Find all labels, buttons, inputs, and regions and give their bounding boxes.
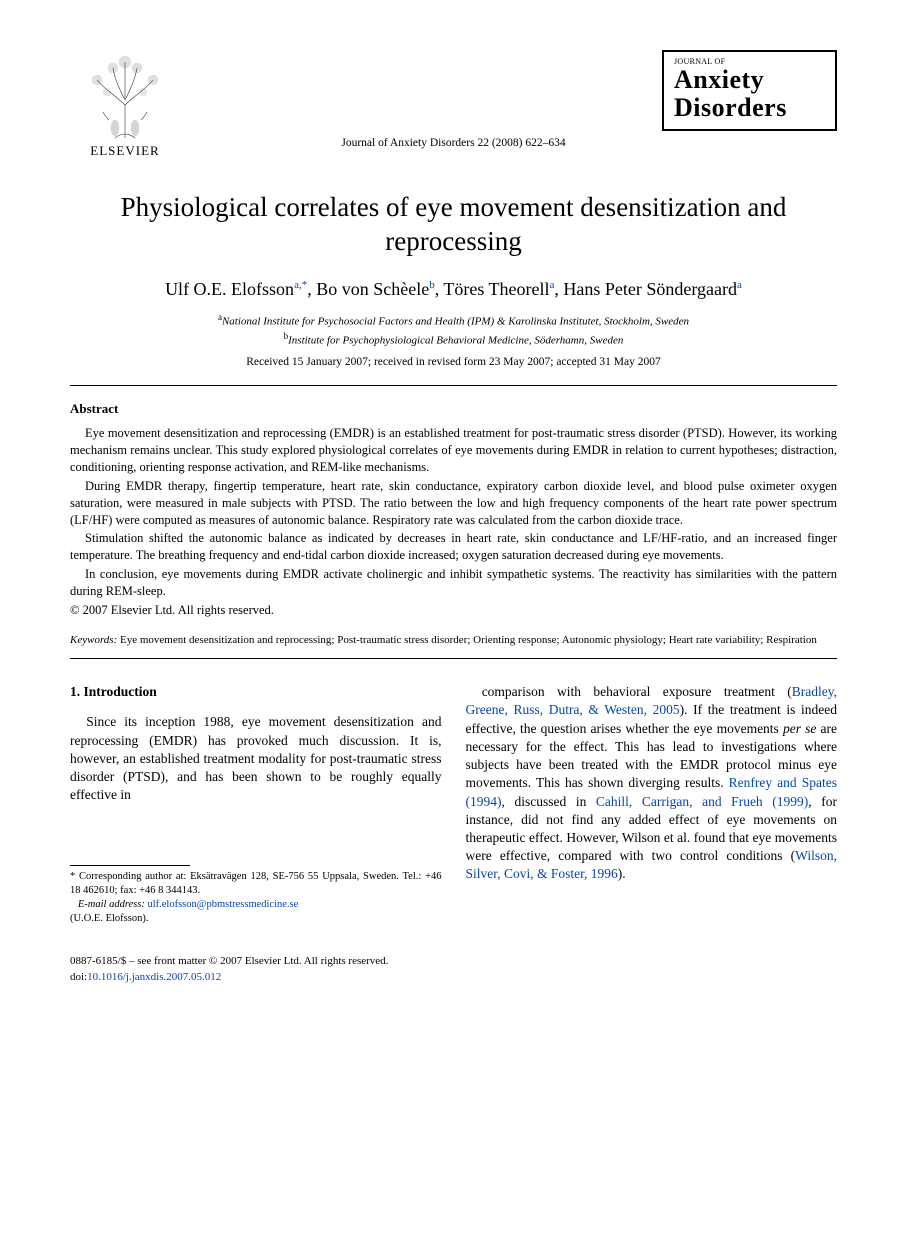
author-1-corr-link[interactable]: * <box>302 279 308 291</box>
author-1: Ulf O.E. Elofsson <box>165 279 294 299</box>
journal-title-word1: Anxiety <box>674 66 825 93</box>
intro-r-d: , discussed in <box>502 794 596 809</box>
abstract-p1: Eye movement desensitization and reproce… <box>70 425 837 476</box>
journal-reference: Journal of Anxiety Disorders 22 (2008) 6… <box>70 136 837 152</box>
doi-label: doi: <box>70 971 87 983</box>
intro-para-left: Since its inception 1988, eye movement d… <box>70 713 442 804</box>
issn-line: 0887-6185/$ – see front matter © 2007 El… <box>70 955 388 967</box>
abstract-body: Eye movement desensitization and reproce… <box>70 425 837 619</box>
author-3: Töres Theorell <box>443 279 549 299</box>
affiliations: aNational Institute for Psychosocial Fac… <box>70 311 837 349</box>
author-2-affil-link[interactable]: b <box>429 279 435 291</box>
publisher-logo-block: ELSEVIER <box>70 50 180 160</box>
publisher-name: ELSEVIER <box>90 142 159 160</box>
section-1-heading: 1. Introduction <box>70 683 442 701</box>
journal-logo-box: JOURNAL OF Anxiety Disorders <box>662 50 837 131</box>
footnote-email-label: E-mail address: <box>78 899 145 910</box>
author-2: Bo von Schèele <box>316 279 429 299</box>
footnote-email-link[interactable]: ulf.elofsson@pbmstressmedicine.se <box>147 899 298 910</box>
doi-link[interactable]: 10.1016/j.janxdis.2007.05.012 <box>87 971 221 983</box>
keywords-label: Keywords: <box>70 634 117 646</box>
corresponding-footnote: * Corresponding author at: Eksätravägen … <box>70 870 442 927</box>
keywords-text: Eye movement desensitization and reproce… <box>117 634 817 646</box>
author-1-affil-link[interactable]: a, <box>294 279 302 291</box>
intro-r-f: ). <box>618 866 626 881</box>
footnote-star: * <box>70 871 79 882</box>
abstract-p4: In conclusion, eye movements during EMDR… <box>70 566 837 600</box>
abstract-p3: Stimulation shifted the autonomic balanc… <box>70 530 837 564</box>
body-columns: 1. Introduction Since its inception 1988… <box>70 683 837 926</box>
cite-cahill[interactable]: Cahill, Carrigan, and Frueh (1999) <box>596 794 808 809</box>
intro-para-right: comparison with behavioral exposure trea… <box>466 683 838 883</box>
intro-r-a: comparison with behavioral exposure trea… <box>482 684 792 699</box>
author-3-affil-link[interactable]: a <box>550 279 555 291</box>
footnote-corr-text: Corresponding author at: Eksätravägen 12… <box>70 871 442 896</box>
abstract-copyright: © 2007 Elsevier Ltd. All rights reserved… <box>70 602 837 619</box>
article-title: Physiological correlates of eye movement… <box>70 191 837 259</box>
rule-bottom <box>70 658 837 659</box>
footnote-rule <box>70 865 190 866</box>
article-dates: Received 15 January 2007; received in re… <box>70 355 837 371</box>
journal-title-word2: Disorders <box>674 94 825 121</box>
page-bottom-meta: 0887-6185/$ – see front matter © 2007 El… <box>70 954 837 985</box>
per-se: per se <box>783 721 816 736</box>
affil-a: National Institute for Psychosocial Fact… <box>222 316 689 328</box>
elsevier-tree-icon <box>85 50 165 140</box>
rule-top <box>70 385 837 386</box>
abstract-p2: During EMDR therapy, fingertip temperatu… <box>70 478 837 529</box>
footnote-email-tail: (U.O.E. Elofsson). <box>70 913 148 924</box>
affil-b: Institute for Psychophysiological Behavi… <box>288 335 623 347</box>
keywords-block: Keywords: Eye movement desensitization a… <box>70 633 837 648</box>
abstract-heading: Abstract <box>70 400 837 418</box>
author-4: Hans Peter Söndergaard <box>563 279 737 299</box>
authors-line: Ulf O.E. Elofssona,*, Bo von Schèeleb, T… <box>70 277 837 301</box>
author-4-affil-link[interactable]: a <box>737 279 742 291</box>
